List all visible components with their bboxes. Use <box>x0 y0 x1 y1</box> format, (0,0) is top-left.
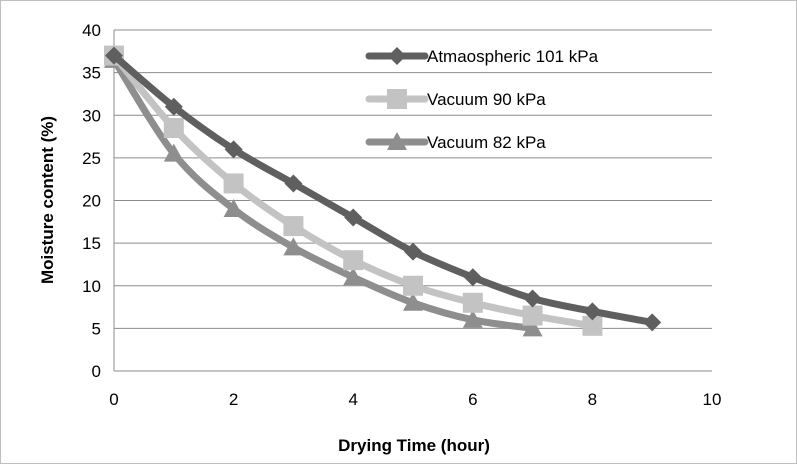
diamond-marker <box>523 289 542 308</box>
diamond-marker <box>404 242 422 261</box>
y-axis-title: Moisture content (%) <box>38 116 57 284</box>
y-tick-label: 0 <box>92 362 101 381</box>
x-tick-label: 0 <box>109 390 118 409</box>
triangle-marker <box>283 237 304 256</box>
legend-label: Vacuum 90 kPa <box>427 90 546 109</box>
legend-label: Vacuum 82 kPa <box>427 133 546 152</box>
y-tick-labels: 0 5 10 15 20 25 30 35 40 <box>82 21 101 381</box>
diamond-marker <box>463 268 482 287</box>
square-marker <box>582 315 603 336</box>
y-tick-label: 30 <box>82 106 101 125</box>
triangle-marker <box>462 309 483 328</box>
y-tick-label: 40 <box>82 21 101 40</box>
x-tick-label: 6 <box>468 390 477 409</box>
y-tick-label: 20 <box>82 192 101 211</box>
diamond-marker <box>224 140 243 159</box>
diamond-marker <box>164 97 183 116</box>
diamond-marker <box>284 174 303 193</box>
square-marker <box>462 292 483 313</box>
series-group <box>104 45 662 337</box>
triangle-marker <box>387 132 407 150</box>
square-marker <box>223 173 244 194</box>
legend-entry: Vacuum 90 kPa <box>365 89 546 109</box>
y-tick-label: 35 <box>82 64 101 83</box>
square-marker <box>403 275 423 296</box>
diamond-marker <box>388 47 406 65</box>
triangle-marker <box>522 318 543 337</box>
axes <box>113 30 712 372</box>
x-axis-title: Drying Time (hour) <box>338 436 490 455</box>
y-tick-label: 15 <box>82 234 101 253</box>
diamond-marker <box>583 302 602 321</box>
triangle-marker <box>163 143 184 162</box>
x-tick-label: 2 <box>229 390 238 409</box>
square-marker <box>163 118 184 139</box>
legend-entry: Atmaospheric 101 kPa <box>365 47 599 66</box>
diamond-marker <box>105 46 123 65</box>
legend-label: Atmaospheric 101 kPa <box>427 47 599 66</box>
triangle-marker <box>343 267 364 286</box>
x-tick-labels: 0 2 4 6 8 10 <box>109 390 721 409</box>
x-tick-label: 8 <box>588 390 597 409</box>
diamond-marker <box>643 313 662 332</box>
legend: Atmaospheric 101 kPa Vacuum 90 kPa Vacuum … <box>365 47 599 152</box>
y-tick-label: 25 <box>82 149 101 168</box>
series-line <box>110 52 656 326</box>
square-marker <box>522 305 543 326</box>
square-marker <box>343 250 364 271</box>
series-3 <box>104 49 543 337</box>
x-tick-label: 4 <box>348 390 357 409</box>
series-1 <box>105 46 662 332</box>
legend-entry: Vacuum 82 kPa <box>365 132 546 152</box>
square-marker <box>283 216 304 237</box>
square-marker <box>387 89 407 109</box>
triangle-marker <box>223 199 244 218</box>
diamond-marker <box>344 208 363 227</box>
triangle-marker <box>403 292 423 311</box>
series-2 <box>104 45 603 336</box>
x-tick-label: 10 <box>703 390 722 409</box>
gridlines <box>114 29 712 329</box>
y-tick-label: 5 <box>92 319 101 338</box>
y-tick-label: 10 <box>82 277 101 296</box>
